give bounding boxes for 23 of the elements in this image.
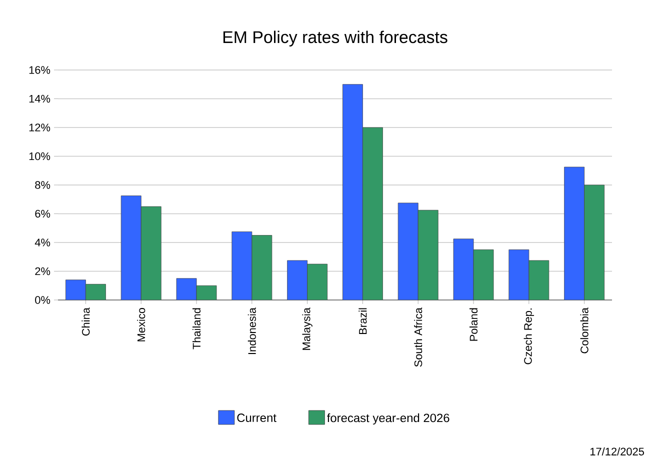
legend-label: Current bbox=[237, 414, 276, 422]
y-tick-label: 2% bbox=[35, 267, 50, 276]
x-tick-label: Malaysia bbox=[302, 308, 312, 350]
y-tick-label: 4% bbox=[34, 238, 50, 246]
x-tick-label: South Africa bbox=[414, 308, 422, 367]
chart-title: EM Policy rates with forecasts bbox=[223, 30, 448, 46]
x-tick-label: Mexico bbox=[137, 308, 146, 342]
x-tick-label: Indonesia bbox=[248, 308, 256, 354]
y-tick-label: 16% bbox=[29, 66, 50, 74]
x-tick-label: Colombia bbox=[580, 308, 588, 354]
y-tick-label: 12% bbox=[29, 124, 50, 132]
y-tick-label: 6% bbox=[35, 210, 50, 218]
y-tick-label: 14% bbox=[29, 94, 50, 103]
text: 17/12/2025 bbox=[590, 447, 644, 456]
x-tick-label: China bbox=[82, 308, 90, 336]
x-tick-label: Czech Rep. bbox=[524, 308, 534, 364]
x-tick-label: Poland bbox=[469, 308, 478, 341]
x-tick-label: Thailand bbox=[192, 308, 201, 350]
y-tick-label: 10% bbox=[29, 152, 50, 160]
y-tick-label: 8% bbox=[35, 181, 50, 189]
legend-label: forecast year-end 2026 bbox=[327, 413, 450, 425]
y-tick-label: 0% bbox=[35, 296, 50, 304]
x-tick-label: Brazil bbox=[358, 308, 367, 334]
